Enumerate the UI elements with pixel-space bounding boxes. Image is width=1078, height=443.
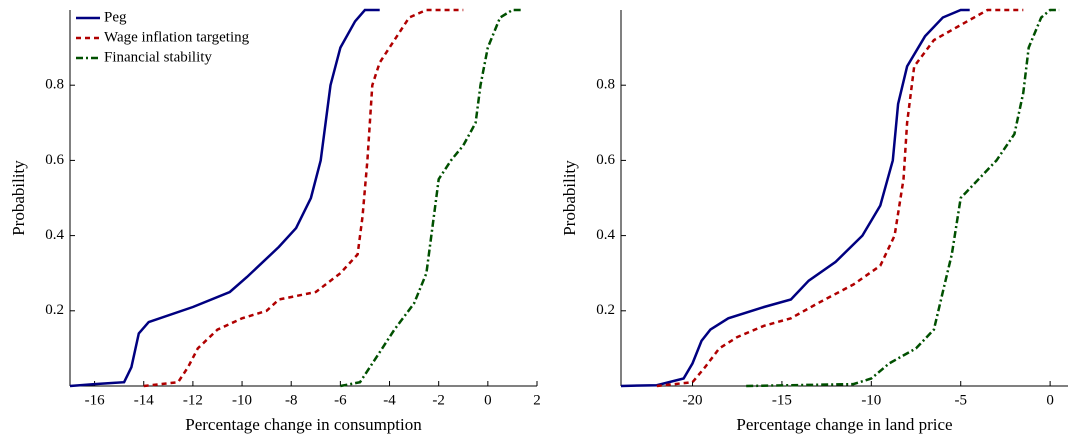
x-tick-label: 0 [484, 392, 492, 408]
x-tick-label: -5 [954, 392, 967, 408]
legend-label: Wage inflation targeting [104, 29, 250, 45]
y-tick-label: 0.8 [596, 77, 615, 93]
x-axis-label: Percentage change in consumption [185, 415, 422, 434]
y-tick-label: 0.4 [45, 227, 64, 243]
x-tick-label: 2 [533, 392, 541, 408]
y-tick-label: 0.2 [45, 302, 64, 318]
y-axis-label: Probability [9, 160, 28, 236]
y-tick-label: 0.6 [45, 152, 64, 168]
series-line [746, 8, 1060, 388]
x-tick-label: -12 [183, 392, 203, 408]
x-tick-label: -16 [85, 392, 105, 408]
x-tick-label: -20 [683, 392, 703, 408]
x-tick-label: -10 [861, 392, 881, 408]
y-tick-label: 0.8 [45, 77, 64, 93]
legend-label: Peg [104, 9, 127, 25]
x-tick-label: -8 [285, 392, 298, 408]
y-tick-label: 0.6 [596, 152, 615, 168]
x-tick-label: -15 [772, 392, 792, 408]
x-tick-label: 0 [1046, 392, 1054, 408]
series-line [143, 8, 464, 388]
series-line [656, 8, 1024, 388]
series-line [69, 8, 380, 388]
x-tick-label: -6 [334, 392, 347, 408]
x-tick-label: -2 [432, 392, 445, 408]
x-tick-label: -10 [232, 392, 252, 408]
series-line [340, 8, 523, 388]
x-tick-label: -4 [383, 392, 396, 408]
y-tick-label: 0.2 [596, 302, 615, 318]
series-line [620, 8, 970, 388]
x-tick-label: -14 [134, 392, 154, 408]
y-tick-label: 0.4 [596, 227, 615, 243]
y-axis-label: Probability [560, 160, 579, 236]
legend-label: Financial stability [104, 49, 212, 65]
x-axis-label: Percentage change in land price [736, 415, 952, 434]
